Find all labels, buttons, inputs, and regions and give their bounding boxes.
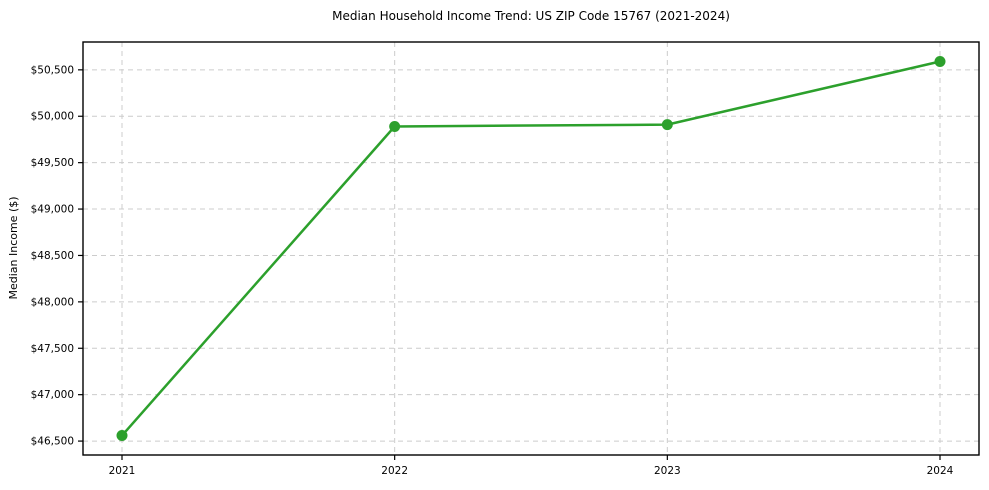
y-tick-label: $46,500: [31, 436, 74, 448]
chart-title: Median Household Income Trend: US ZIP Co…: [332, 9, 730, 23]
y-tick-label: $50,500: [31, 64, 74, 76]
data-point: [661, 119, 673, 131]
data-point: [389, 120, 401, 132]
y-tick-label: $49,500: [31, 157, 74, 169]
x-tick-label: 2023: [654, 465, 681, 477]
y-tick-label: $47,000: [31, 389, 74, 401]
y-tick-label: $48,500: [31, 250, 74, 262]
data-line: [120, 60, 942, 437]
data-point: [934, 55, 946, 67]
y-tick-label: $48,000: [31, 296, 74, 308]
y-tick-label: $49,000: [31, 204, 74, 216]
y-tick-label: $47,500: [31, 343, 74, 355]
x-tick-label: 2024: [927, 465, 954, 477]
x-tick-label: 2022: [381, 465, 408, 477]
axis-border: [82, 41, 980, 456]
x-tick-label: 2021: [109, 465, 136, 477]
data-point: [116, 430, 128, 442]
y-tick-label: $50,000: [31, 111, 74, 123]
